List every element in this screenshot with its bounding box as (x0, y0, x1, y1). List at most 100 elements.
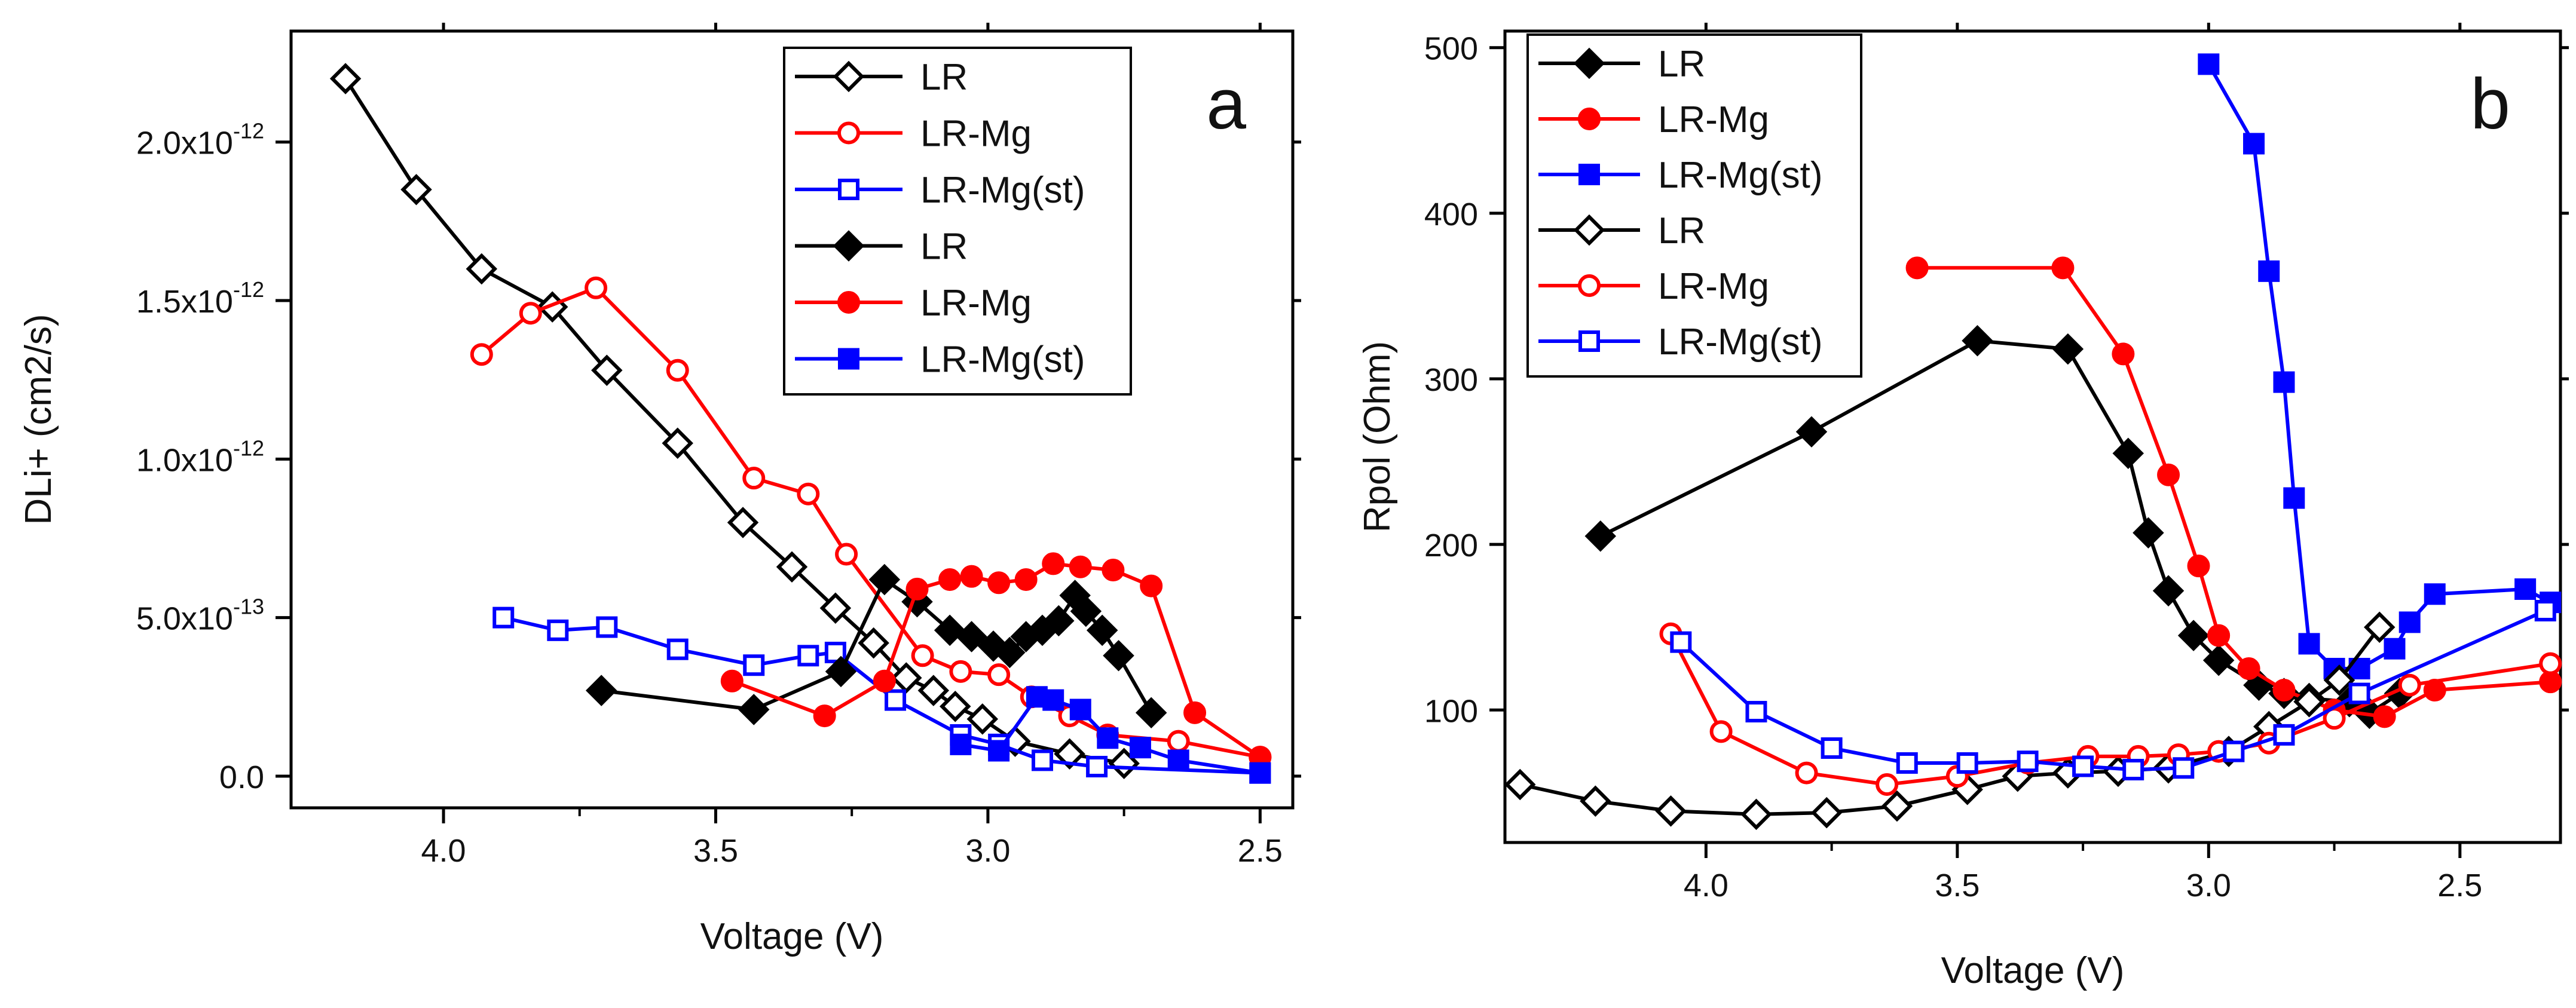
panel-b-data-point (2202, 644, 2235, 676)
panel-b-legend-marker (1578, 108, 1601, 130)
panel-b-data-point (2539, 652, 2562, 675)
panel-a-data-point (1129, 737, 1151, 759)
panel-a-data-point (1069, 555, 1092, 578)
panel-b-data-point (2052, 333, 2084, 365)
panel-b-data-point (1655, 795, 1687, 827)
panel-a-data-point (949, 660, 972, 683)
panel-a-data-point (662, 427, 693, 459)
panel-a-data-point (1086, 614, 1118, 647)
panel-a-data-point (1183, 701, 1207, 724)
panel-a-legend-label: LR (920, 57, 968, 98)
panel-a-xtick-label: 2.5 (1238, 833, 1283, 869)
panel-a-data-point (547, 619, 569, 641)
panel-a-xtick-label: 4.0 (421, 833, 466, 869)
panel-a-ytick-label: 1.5x10-12 (136, 277, 264, 320)
panel-a-legend-label: LR-Mg(st) (920, 170, 1085, 211)
panel-b-legend-marker (1573, 214, 1605, 246)
panel-a-x-axis-title: Voltage (V) (700, 916, 884, 957)
panel-b-data-point (1709, 720, 1733, 743)
panel-a-data-point (519, 302, 542, 325)
panel-a-data-point (1043, 605, 1075, 637)
panel-a-data-point (950, 733, 972, 755)
panel-b-data-point (2348, 682, 2370, 704)
panel-b-y-axis-title: Rpol (Ohm) (1357, 341, 1398, 532)
panel-b-data-point (1504, 768, 1536, 801)
panel-b-data-point (2293, 686, 2325, 718)
panel-a-data-point (743, 654, 765, 676)
panel-b-data-point (2398, 673, 2421, 697)
panel-a-data-point (911, 644, 934, 667)
panel-b-data-point (1881, 790, 1913, 822)
panel-a-legend-marker (837, 121, 860, 145)
panel-b-legend-marker (1578, 330, 1600, 352)
panel-b-data-point (2223, 740, 2245, 762)
panel-b-data-point (2173, 757, 2195, 779)
panel-b-plot-frame (1503, 29, 2562, 844)
panel-a-data-point (1140, 574, 1163, 598)
panel-b-xtick-label: 3.5 (1935, 868, 1980, 903)
panel-a-data-point (1014, 568, 1038, 591)
panel-b-data-point (2273, 724, 2295, 746)
panel-a-data-point (666, 359, 689, 382)
panel-b-data-point (1795, 761, 1818, 785)
panel-a-panel-label: a (1206, 64, 1246, 144)
panel-b-series-line (1519, 626, 2381, 816)
panel-b-panel-label: b (2470, 64, 2510, 144)
panel-b-data-point (1896, 752, 1918, 774)
panel-a-data-point (987, 571, 1011, 595)
panel-a-data-point (1249, 762, 1271, 784)
panel-a-data-point (1070, 595, 1102, 627)
panel-b-data-point (1670, 631, 1692, 653)
panel-b-series-lr-mg-st--open (1670, 600, 2556, 781)
panel-b-data-point (2283, 487, 2305, 509)
panel-a-y-axis-title: DLi+ (cm2/s) (18, 314, 59, 525)
panel-a-legend-marker (833, 60, 865, 93)
panel-b-xtick-label: 4.0 (1684, 868, 1728, 903)
panel-b-data-point (1810, 796, 1843, 829)
panel-b-data-point (2273, 371, 2295, 393)
panel-b-data-point (2017, 750, 2039, 773)
panel-b-data-point (1580, 785, 1611, 817)
panel-a-series-lr-mg-st--open (492, 606, 1271, 784)
panel-a-ytick-label: 0.0 (219, 759, 264, 795)
panel-b-series-lr-mg-filled (1905, 256, 2562, 728)
panel-b-chart: 4.0 3.5 3.0 2.5 100 200 300 400 500 Voltage (V) Rp… (1357, 23, 2569, 991)
panel-b-ytick-label: 500 (1424, 31, 1478, 67)
panel-a-data-point (891, 662, 922, 694)
panel-a-chart: 4.0 3.5 3.0 2.5 0.0 5.0x10-13 1.0x10-12 1.5x10-… (18, 23, 1301, 957)
panel-a-data-point (819, 592, 852, 624)
panel-b-data-point (2157, 463, 2180, 486)
panel-a-data-point (938, 568, 962, 591)
panel-b-ytick-label: 300 (1424, 362, 1478, 398)
panel-a-data-point (720, 669, 744, 693)
panel-b-data-point (2514, 578, 2537, 600)
panel-a-ytick-label: 5.0x10-13 (136, 595, 264, 637)
panel-b-data-point (2122, 759, 2144, 781)
panel-a-data-point (666, 638, 689, 660)
panel-b-series-lr-mg-st--filled (2198, 53, 2562, 679)
panel-b-data-point (2272, 679, 2296, 702)
panel-a-data-point (1032, 749, 1053, 771)
panel-a-data-point (988, 740, 1010, 762)
panel-a-data-point (994, 636, 1026, 669)
panel-b-data-point (2243, 133, 2265, 155)
panel-a-legend-marker (833, 230, 865, 262)
panel-a-legend-marker (838, 348, 859, 370)
panel-a-data-point (1102, 559, 1125, 582)
panel-b-data-point (2364, 611, 2396, 643)
panel-a-data-point (1167, 749, 1189, 771)
panel-b-data-point (2177, 620, 2210, 651)
panel-a-data-point (596, 616, 618, 638)
panel-b-data-point (2051, 256, 2075, 280)
panel-a-data-point (835, 543, 858, 566)
panel-a-data-point (738, 694, 770, 725)
panel-b-series-line (1599, 339, 2401, 715)
panel-b-data-point (2424, 583, 2446, 605)
panel-b-data-point (2207, 624, 2231, 647)
panel-b-series-lr-open (1504, 611, 2396, 831)
panel-a-data-point (1069, 698, 1091, 721)
panel-a-data-point (987, 663, 1011, 687)
panel-b-data-point (2258, 260, 2280, 282)
panel-b-data-point (2133, 517, 2164, 549)
panel-a-data-point (591, 354, 623, 386)
